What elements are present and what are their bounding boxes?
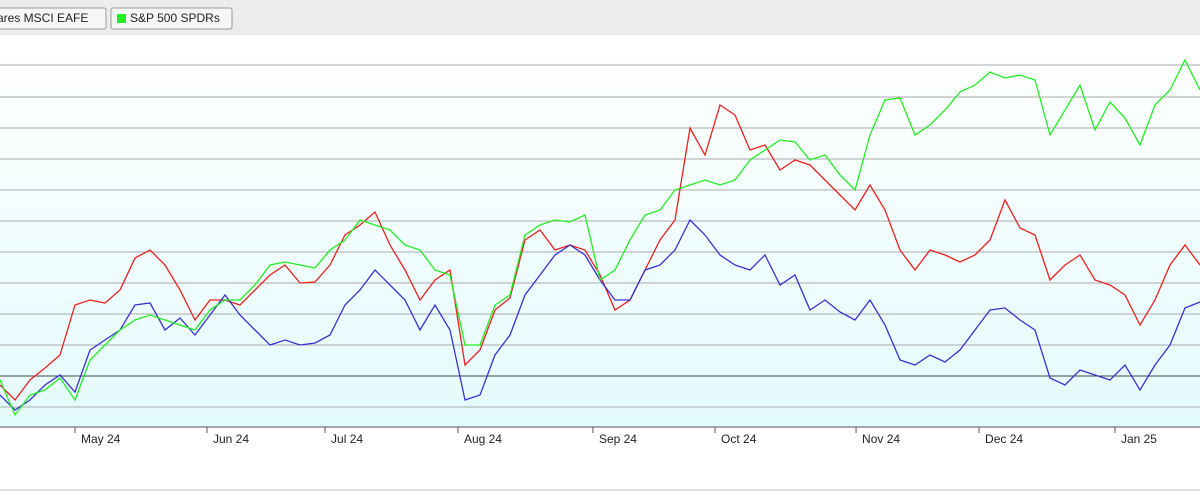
plot-area xyxy=(0,35,1200,427)
x-tick-label: Oct 24 xyxy=(721,432,757,446)
legend-button-box xyxy=(110,7,233,30)
x-tick-label: Jun 24 xyxy=(213,432,249,446)
x-tick-label: May 24 xyxy=(81,432,121,446)
x-tick-label: Sep 24 xyxy=(599,432,637,446)
x-tick-label: Dec 24 xyxy=(985,432,1023,446)
legend-label: S&P 500 SPDRs xyxy=(130,11,220,25)
series-line xyxy=(0,103,1200,401)
x-tick-label: Nov 24 xyxy=(862,432,900,446)
x-tick-label: Jan 25 xyxy=(1121,432,1157,446)
legend-swatch xyxy=(117,14,126,23)
legend-button[interactable]: S&P 500 SPDRs xyxy=(110,7,233,30)
series-line xyxy=(0,58,1200,417)
legend-button-box xyxy=(0,7,107,30)
x-tick-label: Jul 24 xyxy=(331,432,363,446)
x-tick-label: Aug 24 xyxy=(464,432,502,446)
legend-label: ares MSCI EAFE xyxy=(0,11,88,25)
legend-button[interactable]: ares MSCI EAFE xyxy=(0,7,107,30)
